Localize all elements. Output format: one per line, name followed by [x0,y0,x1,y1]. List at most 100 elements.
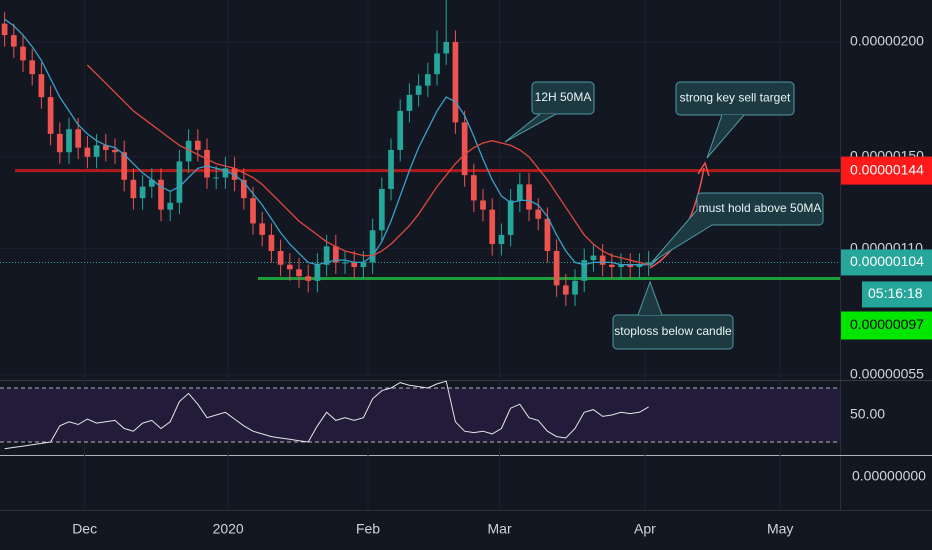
candle-body [461,122,468,176]
candle-body [323,246,330,265]
candle-body [544,218,551,251]
candle-body [305,276,312,281]
candle-body [406,94,413,111]
candle-body [1,23,8,36]
candle-body [627,264,634,268]
y-tick-label: 0.00000055 [850,366,924,382]
candle-body [240,179,247,199]
candle-body [296,269,302,277]
candle-body [369,230,376,263]
price-label-box [841,311,932,340]
candle-body [268,234,275,251]
candle-body [148,179,155,187]
callout-text: strong key sell target [680,91,791,105]
candle-body [194,140,201,150]
x-tick-label: Mar [488,521,512,537]
candle-body [535,209,542,219]
candle-body [516,184,523,201]
x-tick-label: 2020 [213,521,244,537]
rsi-band [0,387,840,443]
moving-average [4,18,649,266]
candle-body [480,200,486,210]
candle-body [222,168,229,178]
y-tick-label: 0.00000200 [850,33,924,49]
candle-body [378,188,385,231]
candle-body [342,262,348,264]
candle-body [434,53,440,75]
candle-body [167,202,174,210]
last-price-label: 0.00000104 [850,253,924,269]
candle-body [618,264,624,268]
callout-box [531,81,595,115]
candle-body [250,198,256,224]
candle-body [388,149,394,189]
candle-body [470,175,477,201]
callout-pointer [504,113,557,143]
candle-body [66,129,72,153]
candle-body [608,264,615,268]
candle-body [415,85,422,95]
candle-body [277,250,284,265]
candle-body [185,140,192,162]
candle-body [130,179,137,199]
x-tick-label: Apr [634,521,656,537]
price-label: 0.00000097 [850,316,924,332]
callout-box [696,192,824,226]
candle-body [75,129,82,148]
candle-body [204,149,210,178]
candle-body [259,223,266,235]
target-arrowhead [697,161,710,177]
x-tick-label: Feb [356,521,380,537]
candle-body [102,145,109,150]
candle-body [526,184,532,210]
candle-body [121,152,128,180]
candle-body [590,255,597,261]
candle-body [332,246,339,263]
rsi-line [4,380,649,450]
candle-body [158,179,164,210]
candle-body [84,147,91,157]
candle-body [553,250,560,286]
candle-body [93,145,100,157]
candle-body [139,186,146,199]
candle-body [286,264,293,270]
lower-pane-label: 0.00000000 [852,468,926,484]
candle-body [645,262,652,265]
candle-body [29,60,36,75]
candle-body [112,149,118,153]
candle-body [351,262,358,268]
candle-body [314,264,321,281]
candle-body [20,46,26,61]
candle-body [498,234,505,245]
candle-body [562,285,569,295]
moving-average [86,64,649,266]
x-tick-label: May [767,521,793,537]
candle-body [507,200,514,235]
rsi-tick-label: 50.00 [850,406,885,422]
x-tick-label: Dec [72,521,97,537]
callout-box [612,314,734,350]
callout-text: stoploss below candle [614,324,732,338]
candle-body [397,110,404,150]
candle-body [636,264,643,268]
countdown-label: 05:16:18 [868,285,923,301]
candle-body [581,260,588,281]
candle-body [176,161,183,203]
candle-body [10,35,17,47]
callout-pointer [637,280,663,316]
candle-body [489,209,496,245]
candle-body [452,42,459,123]
last-price-box [841,249,932,276]
price-label-box [841,156,932,185]
candle-body [56,133,63,153]
candle-body [599,255,606,265]
candle-body [38,74,45,98]
candle-body [572,280,578,295]
candle-body [231,168,238,180]
candle-body [360,262,367,268]
countdown-box [862,281,932,308]
callout-text: must hold above 50MA [699,201,822,215]
candle-body [443,42,450,54]
callout-text: 12H 50MA [535,90,592,104]
